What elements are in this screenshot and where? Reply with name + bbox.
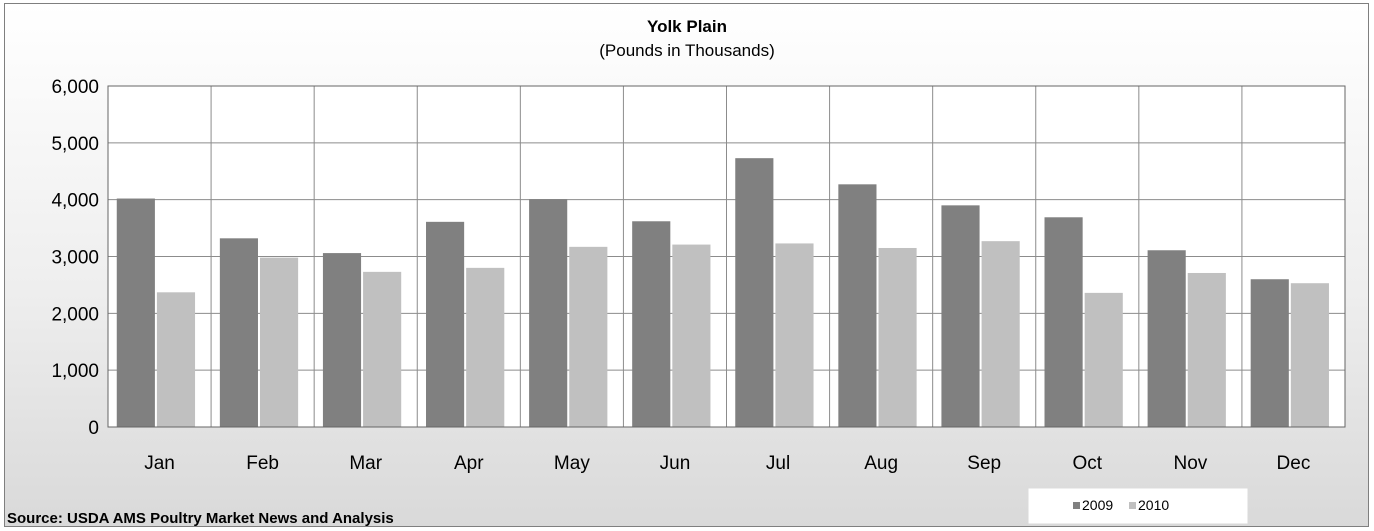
bar-2010-jul [775,243,814,427]
x-tick-label: Aug [864,453,898,474]
legend-swatch-2009 [1073,502,1080,509]
y-tick-label: 6,000 [51,77,99,98]
x-tick-label: May [554,453,590,474]
bar-2010-apr [466,267,505,427]
source-note: Source: USDA AMS Poultry Market News and… [7,510,394,527]
bar-2009-aug [838,184,877,427]
bar-2010-nov [1187,272,1226,427]
y-tick-label: 2,000 [51,304,99,325]
bar-2010-jun [672,244,711,427]
x-tick-label: Dec [1277,453,1311,474]
y-tick-label: 5,000 [51,134,99,155]
yolk-plain-bar-chart: Yolk Plain (Pounds in Thousands) 0 1,000 2… [7,17,1346,527]
bar-2010-feb [259,257,299,427]
x-tick-label: Apr [454,453,484,474]
legend-swatch-2010 [1129,502,1136,509]
x-tick-label: Jul [766,453,790,474]
bar-2010-oct [1084,292,1123,427]
bar-2009-feb [219,238,258,427]
bar-2009-jul [735,158,774,427]
bar-2009-jun [632,221,671,427]
bar-2009-jan [116,198,155,427]
bar-2009-may [529,199,568,427]
x-tick-label: Sep [967,453,1001,474]
y-tick-label: 1,000 [51,361,99,382]
x-tick-label: Nov [1173,453,1207,474]
y-tick-label: 4,000 [51,191,99,212]
x-tick-label: Feb [246,453,279,474]
bar-2010-aug [878,247,917,427]
bar-2010-jan [156,292,196,427]
bar-2009-mar [322,253,362,427]
bar-2009-sep [941,205,980,427]
bar-2009-oct [1044,217,1083,427]
legend-label-2009: 2009 [1082,497,1113,513]
plot-area: 0 1,000 2,000 3,000 4,000 5,000 6,000 Jan Feb Mar… [51,77,1346,474]
x-tick-label: Jun [660,453,691,474]
bar-2010-sep [981,241,1020,427]
x-tick-label: Mar [349,453,382,474]
y-tick-label: 3,000 [51,248,99,269]
bar-2009-dec [1250,279,1289,427]
bar-2010-may [569,246,608,427]
bar-2009-apr [426,221,465,427]
chart-frame: Yolk Plain (Pounds in Thousands) 0 1,000 2… [4,3,1369,527]
chart-subtitle: (Pounds in Thousands) [599,41,774,60]
chart-title: Yolk Plain [647,17,727,36]
legend-box [1028,488,1248,524]
legend-label-2010: 2010 [1138,497,1169,513]
bar-2010-dec [1290,283,1329,427]
x-tick-label: Jan [144,453,175,474]
bar-2010-mar [363,271,402,427]
y-tick-label: 0 [88,418,99,439]
plot-border [107,85,1346,428]
legend: 2009 2010 [1028,488,1248,524]
bar-2009-nov [1147,250,1186,427]
x-tick-label: Oct [1073,453,1103,474]
